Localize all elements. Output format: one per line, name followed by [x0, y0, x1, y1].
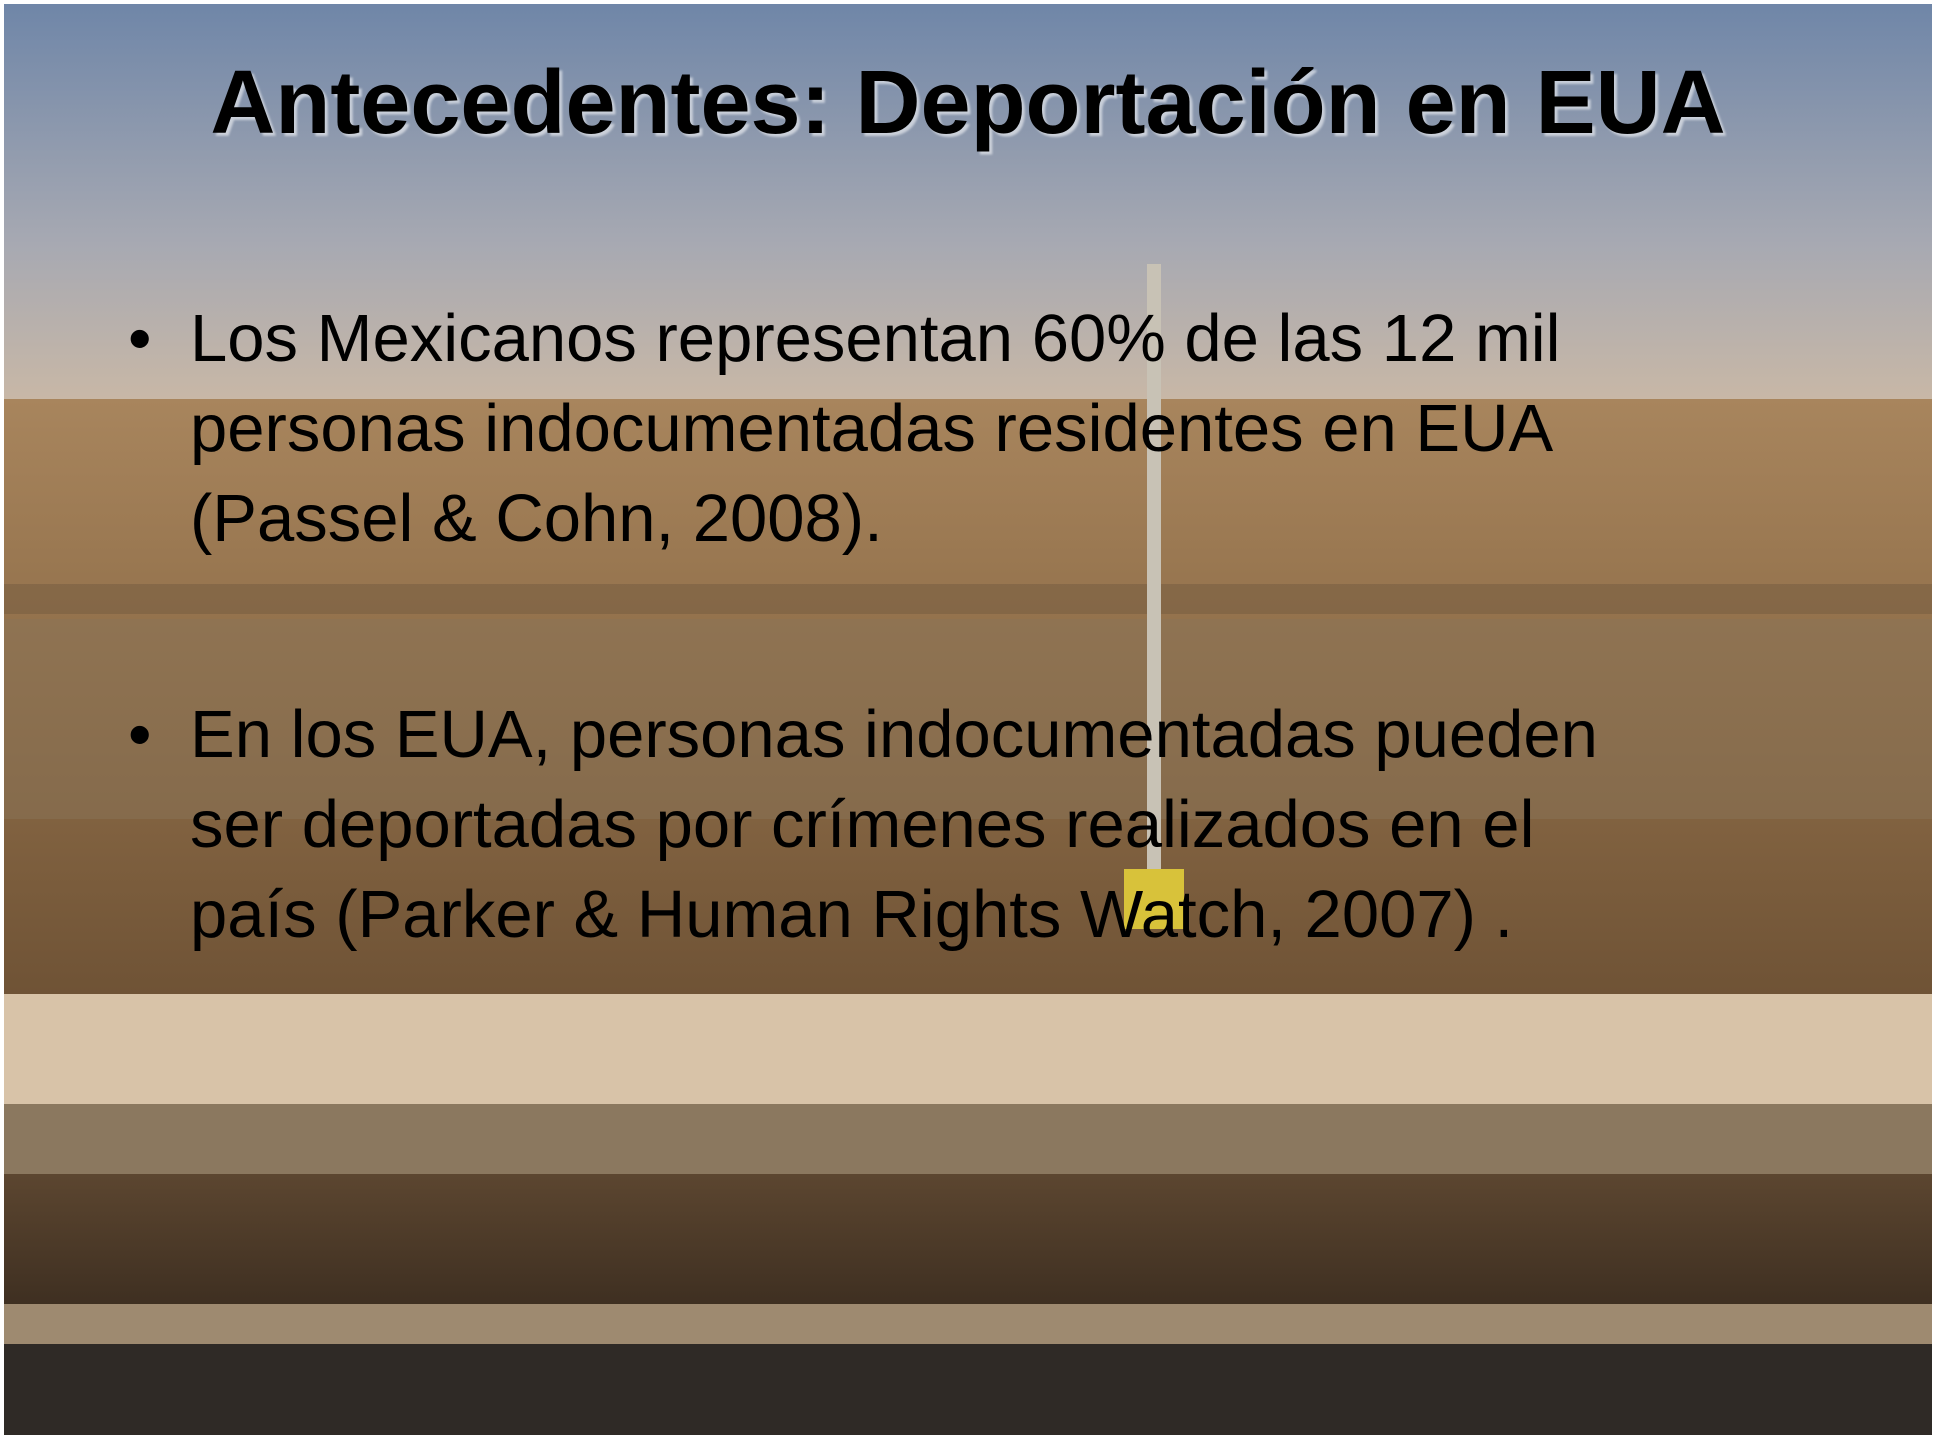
- bullet-dot: •: [128, 294, 151, 384]
- bullet: • Los Mexicanos representan 60% de las 1…: [190, 294, 1561, 564]
- page: Antecedentes: Deportación en EUA • Los M…: [0, 0, 1936, 1439]
- bullet-line: En los EUA, personas indocumentadas pued…: [190, 690, 1598, 780]
- bullet-line: ser deportadas por crímenes realizados e…: [190, 780, 1598, 870]
- bullet-line: (Passel & Cohn, 2008).: [190, 474, 1561, 564]
- bullet: • En los EUA, personas indocumentadas pu…: [190, 690, 1598, 960]
- bullet-dot: •: [128, 690, 151, 780]
- slide: Antecedentes: Deportación en EUA • Los M…: [4, 4, 1932, 1435]
- bullet-line: personas indocumentadas residentes en EU…: [190, 384, 1561, 474]
- bullet-line: Los Mexicanos representan 60% de las 12 …: [190, 294, 1561, 384]
- slide-title: Antecedentes: Deportación en EUA: [4, 48, 1932, 158]
- bullet-line: país (Parker & Human Rights Watch, 2007)…: [190, 870, 1598, 960]
